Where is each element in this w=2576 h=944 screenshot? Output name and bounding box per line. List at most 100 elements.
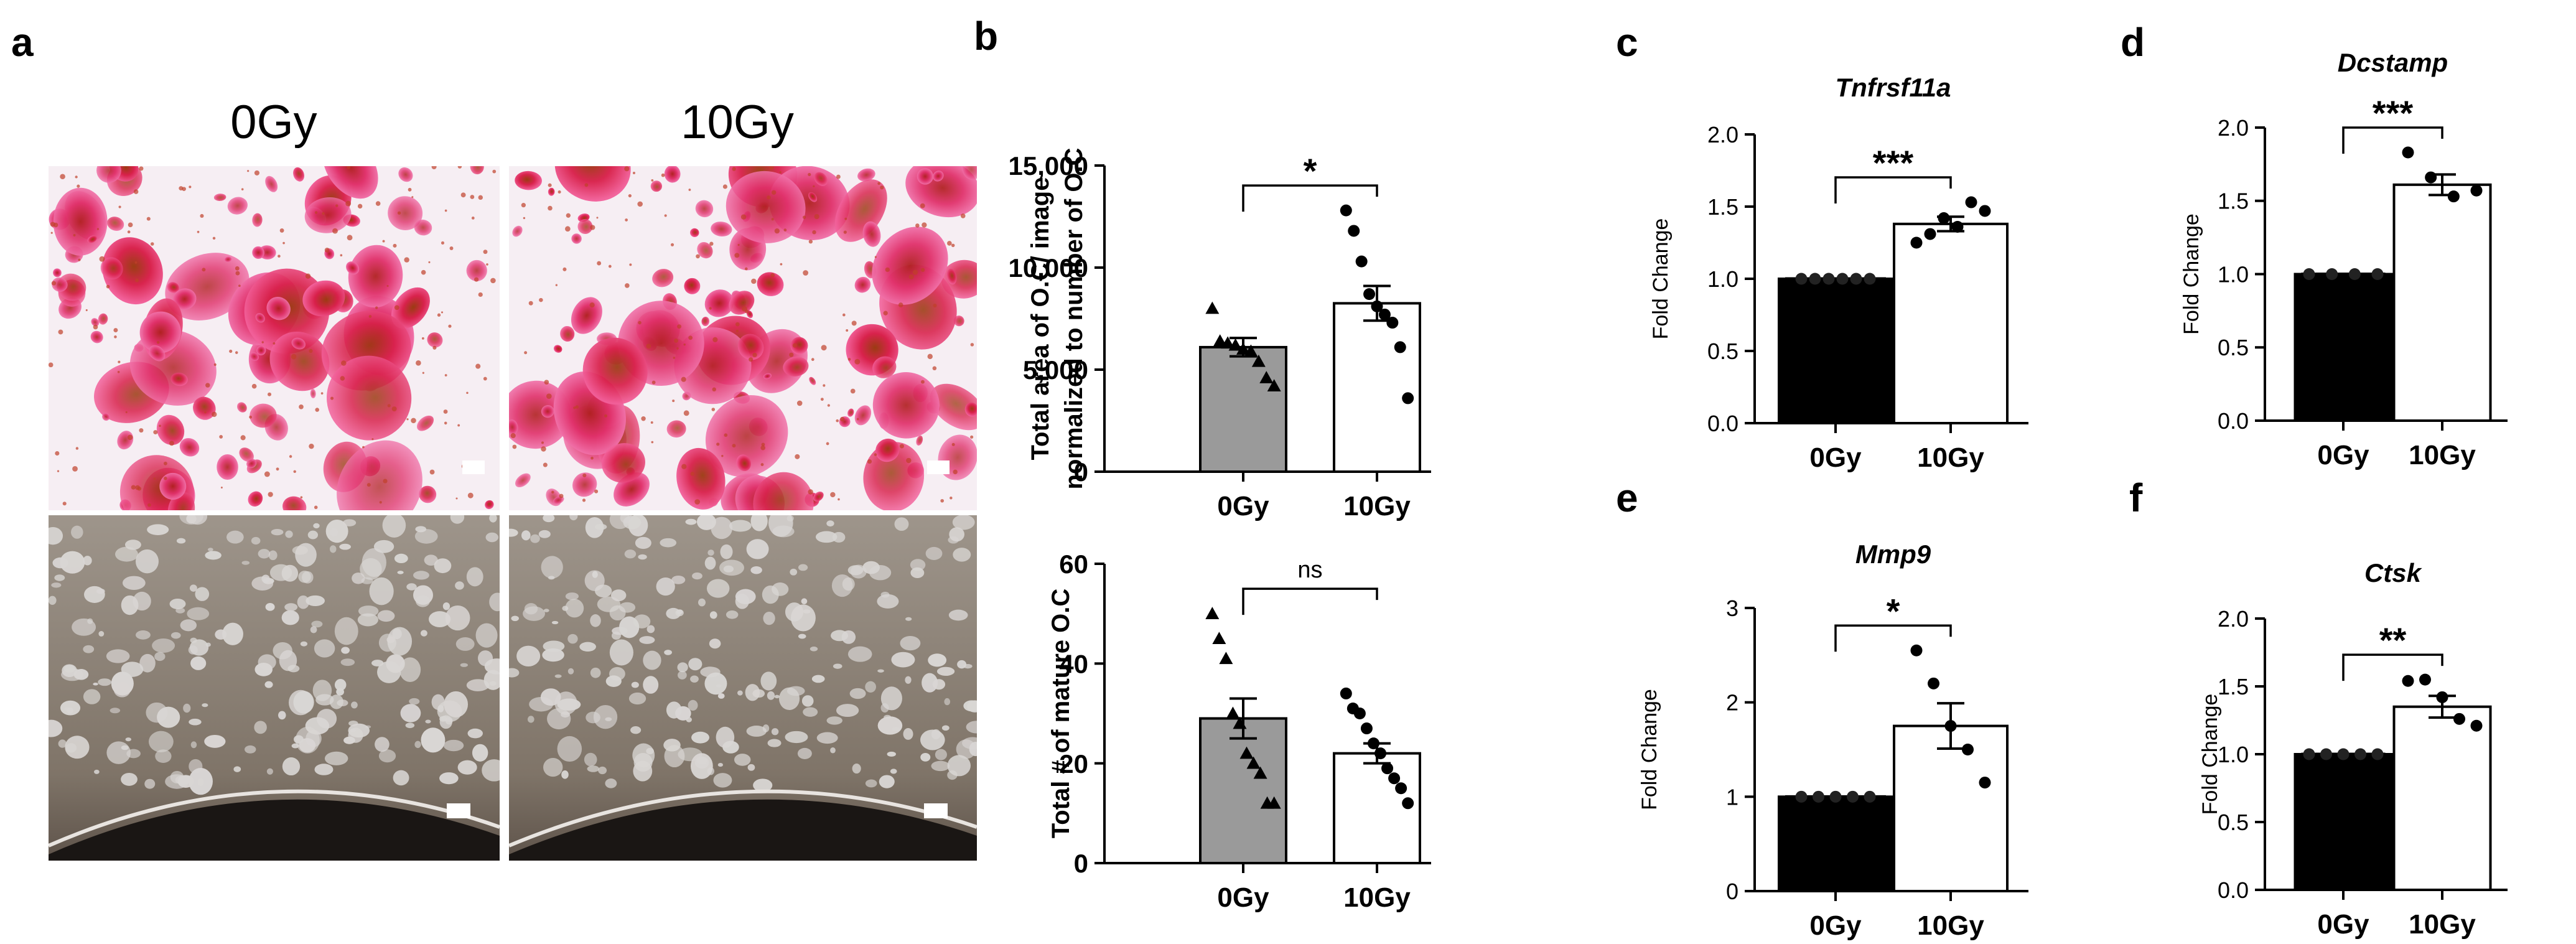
data-point — [2371, 748, 2384, 760]
data-point — [2425, 171, 2437, 184]
y-tick-label: 15,000 — [1009, 151, 1088, 180]
x-tick-label: 10Gy — [1917, 910, 1984, 941]
data-point — [1371, 300, 1383, 312]
pit-assay-0gy — [49, 515, 500, 861]
data-point — [1395, 782, 1407, 795]
y-axis-label-line: normalized to number of O.C — [1060, 148, 1088, 490]
data-point — [1236, 342, 1250, 355]
panel-letter-e: e — [1616, 475, 1638, 520]
chart-f: Ctsk Fold Change 0.0 0.5 1.0 1.5 2.0 0Gy 10Gy ** — [2198, 558, 2508, 940]
data-point — [1212, 632, 1226, 645]
y-tick-label: 2.0 — [1707, 122, 1738, 147]
x-tick-label: 10Gy — [2409, 909, 2476, 940]
chart-title: Tnfrsf11a — [1836, 73, 1951, 102]
panel-a-label-10gy: 10Gy — [681, 96, 794, 149]
significance-label: * — [1304, 151, 1317, 190]
pit-assay-10gy — [509, 515, 977, 861]
data-point — [1221, 336, 1235, 349]
data-point — [1962, 744, 1974, 755]
significance-bracket — [1834, 176, 1952, 204]
data-point — [1267, 379, 1281, 392]
data-point — [2303, 268, 2315, 280]
data-point — [2326, 268, 2338, 280]
data-point — [2470, 719, 2483, 732]
y-axis-label: Fold Change — [2198, 694, 2222, 815]
y-tick-label: 0.5 — [2218, 810, 2249, 835]
y-tick-label: 0.0 — [2218, 877, 2249, 903]
chart-d: Dcstamp Fold Change 0.0 0.5 1.0 1.5 2.0 0Gy 10Gy… — [2180, 48, 2508, 470]
data-point — [2303, 748, 2315, 760]
y-axis-label-line: Fold Change — [2180, 213, 2203, 335]
x-tick-label: 0Gy — [1809, 442, 1862, 473]
scale-bar — [927, 460, 950, 474]
data-point — [1259, 371, 1274, 383]
x-tick-label: 0Gy — [1809, 910, 1862, 941]
dish-rim — [509, 799, 977, 861]
y-tick-label: 20 — [1059, 749, 1088, 778]
data-point — [1795, 273, 1808, 285]
data-point — [1836, 273, 1849, 285]
x-tick-label: 0Gy — [1217, 491, 1269, 521]
data-point — [1267, 796, 1281, 809]
significance-bracket — [1242, 587, 1378, 615]
data-point — [1979, 777, 1991, 789]
trap-stain-10gy — [509, 166, 977, 510]
data-point — [1251, 354, 1266, 367]
data-point — [2436, 691, 2448, 703]
data-point — [1367, 737, 1379, 750]
bar-0Gy — [1199, 717, 1287, 865]
data-point — [2348, 268, 2361, 280]
y-tick-label: 5,000 — [1023, 355, 1088, 385]
data-point — [1213, 334, 1227, 347]
y-axis-label-line: Fold Change — [1649, 218, 1673, 340]
significance-label: ** — [2379, 620, 2407, 660]
data-point — [2402, 146, 2414, 159]
panel-letter-d: d — [2121, 20, 2145, 65]
data-point — [1388, 772, 1401, 785]
chart-title: Mmp9 — [1855, 540, 1931, 569]
data-point — [2371, 268, 2384, 280]
data-point — [1226, 706, 1240, 719]
chart-e: Mmp9 Fold Change 0 1 2 3 0Gy 10Gy * — [1638, 540, 2028, 941]
bar-0Gy — [1778, 278, 1893, 424]
data-point — [1239, 746, 1254, 759]
x-tick-label: 10Gy — [2409, 440, 2476, 470]
chart-b_top: Total area of O.C/ image normalized to nu… — [1009, 148, 1431, 521]
y-axis-label-line: Total # of mature O.C — [1047, 589, 1075, 839]
significance-bracket — [1834, 624, 1952, 652]
dish-rim — [49, 799, 500, 861]
y-tick-label: 1.0 — [2218, 742, 2249, 767]
data-point — [1219, 652, 1233, 665]
y-tick-label: 2 — [1726, 690, 1738, 716]
significance-label: * — [1887, 591, 1900, 630]
data-point — [2419, 673, 2431, 686]
y-tick-label: 2.0 — [2218, 606, 2249, 632]
y-tick-label: 1.0 — [2218, 261, 2249, 287]
y-tick-label: 2.0 — [2218, 115, 2249, 141]
y-tick-label: 3 — [1726, 596, 1738, 621]
data-point — [2354, 748, 2366, 760]
data-point — [2470, 184, 2483, 197]
data-point — [1910, 236, 1923, 249]
panel-letter-c: c — [1616, 20, 1638, 65]
data-point — [1355, 255, 1368, 268]
y-tick-label: 60 — [1059, 549, 1088, 579]
data-point — [1340, 204, 1352, 217]
panel-letter-b: b — [974, 14, 998, 58]
significance-label: *** — [2373, 93, 2414, 133]
data-point — [1394, 341, 1406, 353]
y-tick-label: 40 — [1059, 649, 1088, 678]
data-point — [1381, 762, 1394, 775]
y-tick-label: 0 — [1074, 457, 1088, 487]
significance-label: *** — [1873, 143, 1914, 182]
data-point — [1340, 687, 1352, 699]
scale-bar — [462, 460, 485, 474]
data-point — [1402, 392, 1414, 404]
y-axis-label-line: Fold Change — [2198, 694, 2222, 815]
x-tick-label: 10Gy — [1343, 491, 1411, 521]
y-axis-label: Fold Change — [2180, 213, 2203, 335]
data-point — [1822, 273, 1835, 285]
y-axis-label: Total area of O.C/ image normalized to nu… — [1027, 148, 1088, 490]
bar-10Gy — [1893, 724, 2009, 893]
data-point — [2337, 748, 2350, 760]
